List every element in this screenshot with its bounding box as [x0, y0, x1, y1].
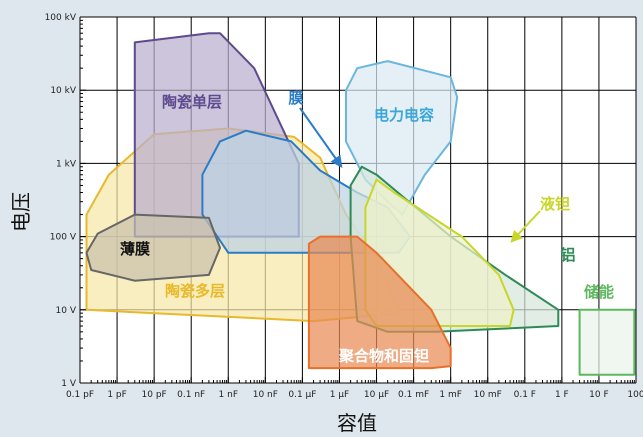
tantalum-arrow — [510, 210, 541, 243]
x-tick-label: 0.1 mF — [398, 390, 429, 400]
label-multilayer: 陶瓷多层 — [165, 282, 225, 300]
x-tick-label: 10 pF — [142, 390, 167, 400]
x-tick-label: 10 mF — [474, 390, 502, 400]
x-tick-label: 1 pF — [107, 390, 126, 400]
label-thinfilm: 薄膜 — [120, 240, 150, 258]
label-polymer: 聚合物和固钽 — [338, 347, 429, 365]
x-tick-label: 1 F — [555, 390, 569, 400]
label-supercap: 储能 — [584, 283, 614, 301]
x-tick-label: 100 — [627, 390, 643, 400]
x-tick-label: 10 nF — [253, 390, 278, 400]
x-tick-label: 1 nF — [219, 390, 238, 400]
film-arrow — [299, 107, 343, 168]
y-tick-label: 100 V — [50, 233, 77, 243]
label-tantalum: 液钽 — [540, 195, 570, 213]
y-tick-label: 10 kV — [50, 86, 77, 96]
y-tick-label: 10 V — [56, 306, 77, 316]
x-axis-title: 容值 — [337, 411, 377, 435]
x-tick-label: 0.1 pF — [66, 390, 94, 400]
x-tick-label: 0.1 nF — [177, 390, 205, 400]
y-axis-title: 电压 — [9, 192, 33, 232]
regions — [85, 32, 636, 376]
label-electrolytic: 电力电容 — [374, 106, 434, 124]
y-tick-label: 1 V — [61, 379, 77, 389]
region-supercap — [578, 308, 636, 376]
y-tick-label: 1 kV — [56, 159, 77, 169]
label-single: 陶瓷单层 — [162, 93, 222, 111]
x-tick-label: 10 F — [589, 390, 609, 400]
region-thinfilm — [85, 213, 221, 282]
region-polymer — [307, 235, 452, 370]
x-tick-label: 1 µF — [330, 390, 350, 400]
label-aluminum: 铝 — [560, 246, 575, 264]
label-film: 膜 — [288, 89, 303, 107]
x-tick-label: 1 mF — [439, 390, 462, 400]
y-tick-label: 100 kV — [45, 13, 77, 23]
axes: 0.1 pF 1 pF 10 pF 0.1 nF 1 nF 10 nF 0.1 µF 1 µF… — [45, 13, 643, 400]
x-tick-label: 0.1 µF — [288, 390, 316, 400]
x-tick-label: 10 µF — [364, 390, 389, 400]
x-tick-label: 0.1 F — [514, 390, 536, 400]
